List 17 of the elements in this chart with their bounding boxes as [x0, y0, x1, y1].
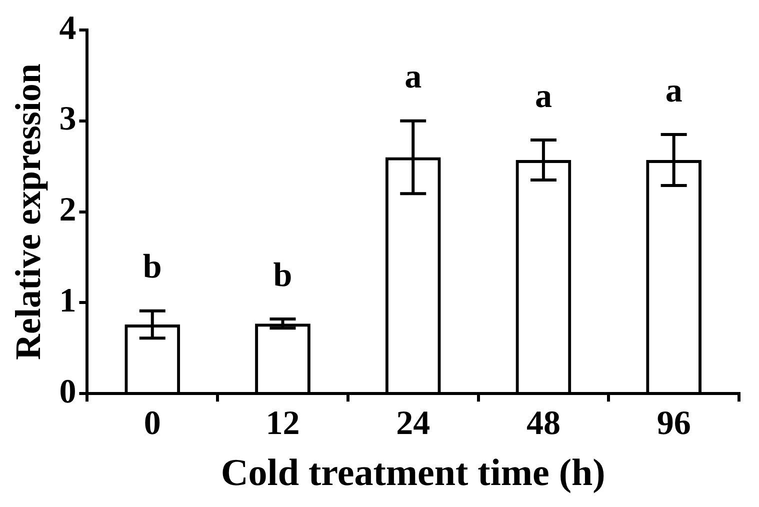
y-tick-label: 0: [59, 373, 76, 410]
x-tick-label: 48: [526, 404, 560, 442]
x-tick-label: 96: [656, 404, 691, 442]
annotation: a: [404, 58, 422, 96]
y-tick-label: 2: [59, 192, 76, 229]
annotation: b: [142, 248, 162, 286]
x-tick-label: 0: [144, 404, 161, 442]
annotation: a: [534, 78, 552, 115]
y-tick-label: 4: [59, 10, 76, 47]
x-axis-title: Cold treatment time (h): [220, 452, 606, 494]
annotation: b: [273, 256, 292, 294]
y-axis-title: Relative expression: [8, 64, 48, 360]
annotation: a: [665, 72, 682, 110]
y-tick-label: 3: [59, 100, 76, 138]
x-tick-label: 24: [396, 404, 430, 442]
x-tick-label: 12: [266, 404, 300, 442]
y-tick-label: 1: [59, 282, 76, 320]
